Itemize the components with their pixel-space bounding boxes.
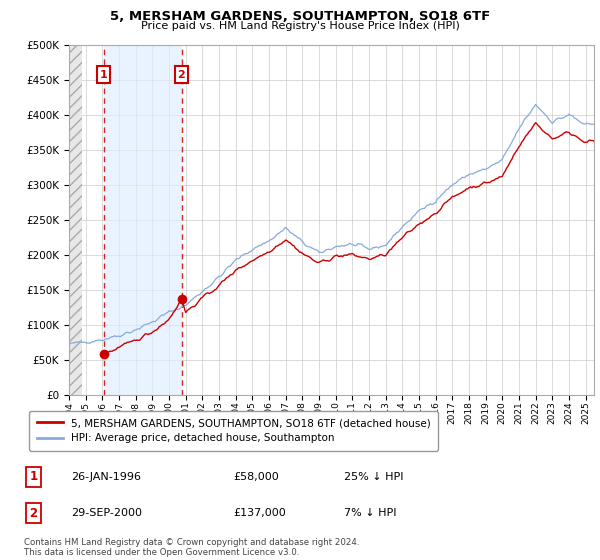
Text: 25% ↓ HPI: 25% ↓ HPI (344, 472, 404, 482)
Text: 7% ↓ HPI: 7% ↓ HPI (344, 508, 397, 518)
Text: 2: 2 (178, 69, 185, 80)
Text: £137,000: £137,000 (234, 508, 287, 518)
Text: 1: 1 (29, 470, 38, 483)
Text: 29-SEP-2000: 29-SEP-2000 (71, 508, 142, 518)
Text: 26-JAN-1996: 26-JAN-1996 (71, 472, 141, 482)
Text: Contains HM Land Registry data © Crown copyright and database right 2024.
This d: Contains HM Land Registry data © Crown c… (24, 538, 359, 557)
Text: 1: 1 (100, 69, 107, 80)
Text: Price paid vs. HM Land Registry's House Price Index (HPI): Price paid vs. HM Land Registry's House … (140, 21, 460, 31)
Legend: 5, MERSHAM GARDENS, SOUTHAMPTON, SO18 6TF (detached house), HPI: Average price, : 5, MERSHAM GARDENS, SOUTHAMPTON, SO18 6T… (29, 410, 438, 451)
Bar (104, 45, 182, 395)
Text: £58,000: £58,000 (234, 472, 280, 482)
Text: 5, MERSHAM GARDENS, SOUTHAMPTON, SO18 6TF: 5, MERSHAM GARDENS, SOUTHAMPTON, SO18 6T… (110, 10, 490, 22)
Text: 2: 2 (29, 507, 38, 520)
